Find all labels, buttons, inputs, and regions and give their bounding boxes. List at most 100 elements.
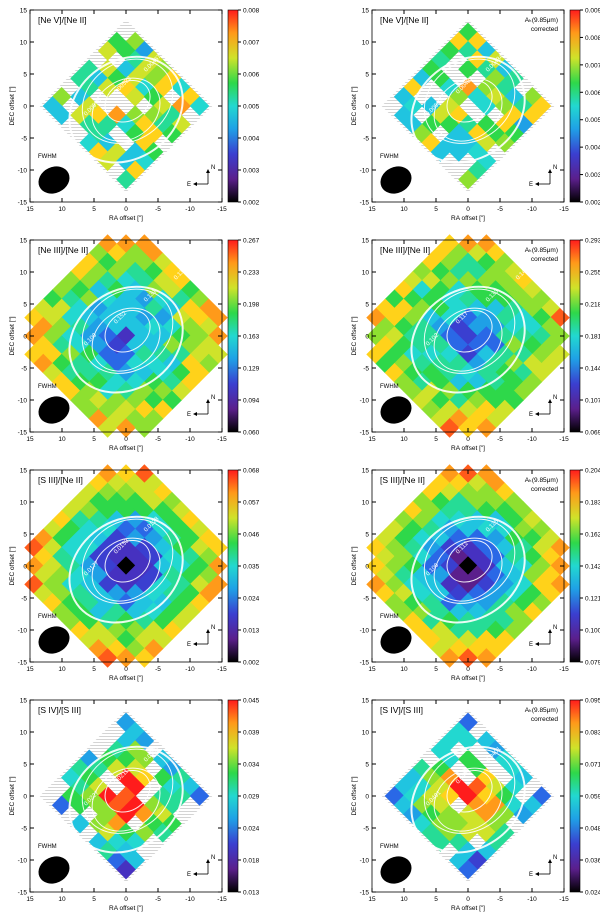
correction-label: corrected — [531, 26, 558, 33]
x-tick-label: -10 — [185, 436, 195, 443]
heatmap-cell — [384, 537, 405, 558]
heatmap-cell — [522, 298, 543, 319]
panel-title: [S IV]/[S III] — [380, 705, 423, 715]
heatmap-cell — [79, 381, 100, 401]
colorbar — [227, 469, 239, 663]
heatmap-cell — [152, 271, 173, 291]
heatmap-cell — [384, 786, 405, 806]
heatmap-cell — [494, 482, 515, 503]
x-tick-label: 0 — [124, 436, 128, 443]
heatmap-cell — [494, 611, 515, 631]
heatmap-cell — [522, 353, 543, 374]
heatmap-cell — [134, 574, 155, 595]
colorbar-tick-label: 0.069 — [585, 430, 600, 437]
x-axis-label: RA offset ["] — [451, 445, 485, 452]
heatmap-cell — [125, 777, 145, 797]
colorbar-tick-label: 0.029 — [243, 794, 260, 801]
y-tick-label: -5 — [21, 136, 27, 143]
heatmap-cell — [125, 353, 145, 374]
x-tick-label: 0 — [124, 896, 128, 903]
heatmap-cells — [24, 464, 228, 668]
heatmap-cell — [125, 832, 145, 852]
colorbar-tick-label: 0.129 — [243, 366, 260, 373]
heatmap-cell — [421, 767, 442, 788]
heatmap-cell — [134, 648, 155, 668]
heatmap-cell — [393, 583, 414, 604]
heatmap-cell — [134, 804, 155, 825]
heatmap-cell — [97, 648, 118, 668]
colorbar-tick-label: 0.121 — [585, 596, 600, 603]
contour-line — [423, 58, 516, 144]
heatmap-cell — [116, 731, 136, 751]
heatmap-cell — [403, 362, 423, 383]
x-tick-label: -10 — [527, 206, 537, 213]
heatmap-cell — [485, 298, 506, 319]
heatmap-cell — [162, 390, 182, 411]
heatmap-cell — [125, 850, 145, 871]
heatmap-cell — [143, 353, 164, 374]
contour-line — [68, 515, 184, 624]
heatmap-cell — [504, 372, 524, 392]
heatmap-cell — [107, 353, 127, 374]
heatmap-cell — [494, 399, 515, 420]
colorbar — [569, 9, 581, 203]
heatmap-cell — [458, 648, 478, 668]
x-tick-label: 0 — [466, 206, 470, 213]
colorbar-tick-label: 0.048 — [585, 826, 600, 833]
heatmap-cell — [70, 491, 90, 512]
heatmap-cell — [430, 795, 451, 815]
heatmap-cell — [42, 289, 63, 310]
heatmap-cell — [421, 786, 442, 806]
y-tick-label: -10 — [360, 398, 370, 405]
north-label: N — [211, 165, 215, 171]
panel-5: 0.01770.01530.0128151510105500-5-5-10-10… — [9, 464, 260, 682]
east-arrowhead — [535, 872, 539, 876]
heatmap-cell — [198, 353, 219, 374]
heatmap-cell — [449, 142, 469, 162]
heatmap-cell — [485, 390, 506, 411]
heatmap-cell — [494, 77, 515, 98]
colorbar-tick-label: 0.057 — [243, 500, 260, 507]
y-tick-label: -15 — [360, 200, 370, 207]
heatmap-cell — [143, 298, 164, 319]
heatmap-cell — [494, 96, 515, 116]
heatmap-cell — [430, 298, 451, 319]
heatmap-cell — [171, 592, 191, 613]
contour-line — [433, 77, 503, 142]
heatmap-cell — [393, 353, 414, 374]
heatmap-cell — [162, 261, 182, 282]
y-tick-label: -10 — [18, 858, 28, 865]
heatmap-cell — [116, 418, 136, 438]
y-tick-label: -5 — [363, 366, 369, 373]
heatmap-cell — [393, 105, 414, 125]
heatmap-cell — [33, 565, 54, 585]
heatmap-cell — [504, 602, 524, 622]
y-tick-label: -5 — [21, 366, 27, 373]
heatmap-cell — [467, 813, 487, 834]
heatmap-cell — [143, 795, 164, 815]
heatmap-cell — [88, 280, 109, 300]
x-tick-label: -15 — [217, 206, 227, 213]
heatmap-cell — [79, 289, 100, 310]
beam-label: FWHM — [38, 614, 57, 620]
heatmap-cell — [485, 87, 506, 107]
heatmap-cell — [430, 261, 451, 282]
heatmap-cell — [171, 362, 191, 383]
x-tick-label: -15 — [559, 896, 569, 903]
colorbar-tick-label: 0.024 — [585, 890, 600, 897]
colorbar-tick-label: 0.013 — [243, 890, 260, 897]
heatmap-cell — [125, 602, 145, 622]
heatmap-cell — [79, 592, 100, 613]
colorbar — [569, 699, 581, 893]
north-label: N — [553, 855, 557, 861]
heatmap-cell — [180, 565, 201, 585]
y-tick-label: 15 — [20, 698, 28, 705]
y-axis-label: DEC offset ["] — [351, 86, 358, 125]
heatmap-cell — [485, 832, 506, 852]
heatmap-cell — [116, 859, 136, 880]
contour-line — [104, 539, 151, 583]
x-tick-label: -10 — [185, 666, 195, 673]
heatmap-cell — [421, 114, 442, 135]
heatmap-cell — [421, 519, 442, 540]
heatmap-cell — [550, 556, 570, 576]
